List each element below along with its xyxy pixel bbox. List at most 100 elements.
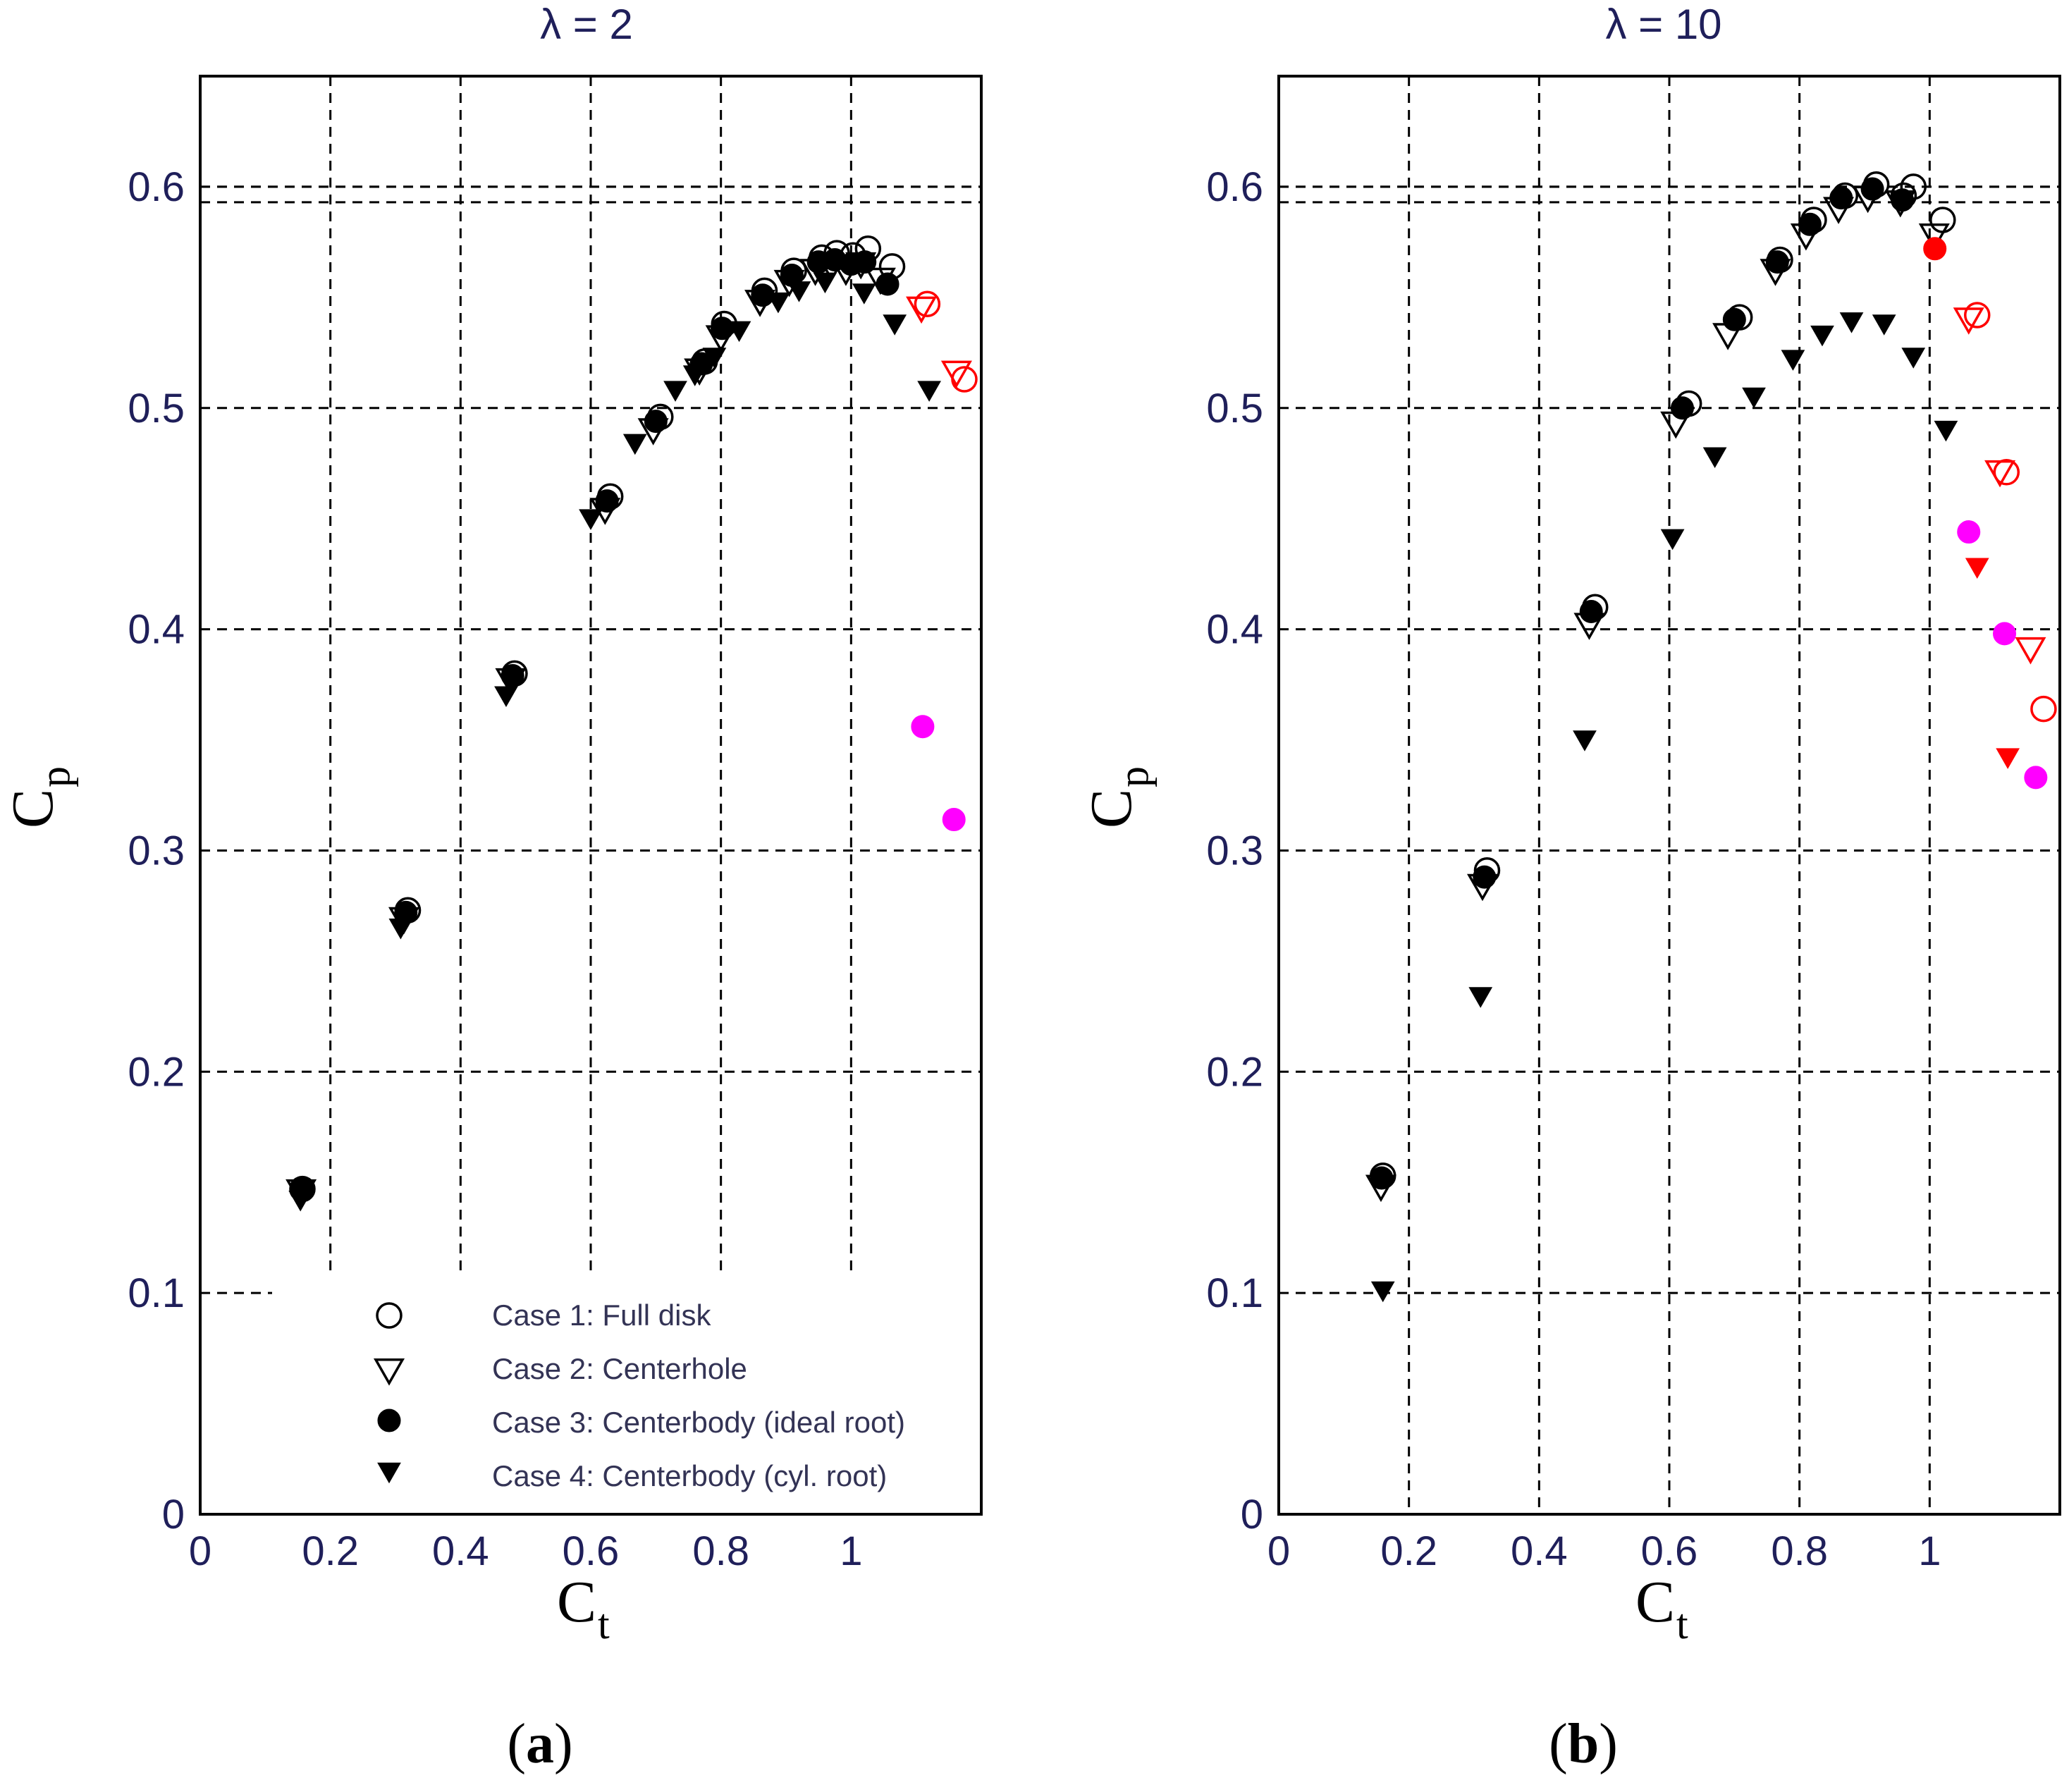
panel-b-data-point <box>1579 600 1603 624</box>
panel-b-label: (b) <box>1549 1713 1618 1775</box>
panel-b-data-point <box>1798 212 1822 236</box>
panel-a-data-point <box>622 434 647 455</box>
panel-a-data-marks <box>286 235 978 1212</box>
panel-a-data-point <box>787 281 811 302</box>
panel-a-y-ticks: 0 0.1 0.2 0.3 0.4 0.5 0.6 <box>128 164 185 1538</box>
panel-a-x-tick-label: 0.8 <box>692 1528 749 1574</box>
panel-a-data-point <box>702 348 727 369</box>
panel-b-data-point <box>1934 420 1958 442</box>
panel-b-series-0 <box>1369 171 1956 1189</box>
panel-a-plot-frame <box>199 75 983 1516</box>
panel-b-series-3 <box>1370 312 1958 1303</box>
panel-a-data-point <box>388 919 413 940</box>
panel-a-grid <box>200 76 981 1294</box>
panel-b-series-1 <box>1365 185 1950 1203</box>
panel-a-series-2 <box>290 247 900 1201</box>
panel-a-label: (a) <box>507 1713 572 1775</box>
panel-b-data-point <box>1984 460 2016 488</box>
panel-a-data-point <box>911 715 935 739</box>
panel-a-legend: Case 1: Full disk Case 2: Centerhole Cas… <box>340 1275 967 1500</box>
legend-label-case-1: Case 1: Full disk <box>492 1299 711 1332</box>
panel-b-data-point <box>1965 558 1989 579</box>
panel-b-x-tick-label: 0 <box>1267 1528 1290 1574</box>
panel-a: λ = 2 0 0.2 0.4 0.6 0.8 1 0 0.1 0.2 0.3 0.4 0.5 0.6… <box>0 1 983 1775</box>
panel-b-data-point <box>1891 188 1915 212</box>
panel-b-data-point <box>1860 177 1884 201</box>
panel-b-y-axis-label-sub: p <box>1110 766 1157 787</box>
panel-b-data-point <box>1810 325 1834 347</box>
panel-a-x-tick-label: 0.2 <box>302 1528 359 1574</box>
legend-background <box>340 1275 967 1500</box>
panel-a-y-axis-label-sub: p <box>32 766 78 787</box>
panel-a-data-point <box>595 489 619 513</box>
legend-marker-case-4 <box>377 1462 401 1484</box>
panel-b-reference-lines <box>1279 185 2060 204</box>
panel-b-data-point <box>1957 520 1981 544</box>
panel-b-data-marks <box>1365 171 2057 1303</box>
panel-a-data-point <box>876 272 900 296</box>
panel-b-y-tick-label: 0.1 <box>1206 1270 1263 1316</box>
panel-b-x-tick-label: 0.2 <box>1380 1528 1437 1574</box>
panel-b-data-point <box>1953 307 1984 335</box>
panel-b-data-point <box>1765 250 1789 274</box>
panel-b-data-point <box>1702 447 1727 469</box>
panel-a-y-tick-label: 0.5 <box>128 386 185 431</box>
panel-b-y-tick-label: 0.4 <box>1206 607 1263 653</box>
panel-b-x-tick-label: 0.6 <box>1641 1528 1698 1574</box>
panel-a-series-0 <box>289 235 906 1203</box>
legend-label-case-2: Case 2: Centerhole <box>492 1352 747 1385</box>
panel-a-x-tick-label: 0 <box>189 1528 211 1574</box>
panel-a-y-axis-label: Cp <box>0 766 78 828</box>
panel-b-plot-frame <box>1277 75 2061 1516</box>
panel-a-x-tick-label: 0.6 <box>563 1528 620 1574</box>
panel-b-x-axis-label-sub: t <box>1676 1601 1688 1647</box>
panel-b-data-point <box>1923 237 1947 261</box>
legend-marker-case-3 <box>377 1409 401 1432</box>
panel-a-data-point <box>883 314 907 336</box>
panel-a-data-point <box>766 292 790 314</box>
panel-a-data-point <box>942 808 966 832</box>
panel-a-data-point <box>288 1191 313 1212</box>
panel-a-series-3 <box>288 272 941 1212</box>
panel-b-data-point <box>1370 1166 1394 1190</box>
panel-b-y-tick-label: 0.2 <box>1206 1049 1263 1095</box>
panel-a-y-axis-label-main: C <box>0 789 66 828</box>
panel-b-series-6 <box>1923 237 1947 261</box>
legend-symbol <box>377 1409 401 1432</box>
panel-b-x-axis-label: Ct <box>1635 1569 1688 1647</box>
legend-symbol <box>373 1358 405 1386</box>
panel-b-x-ticks: 0 0.2 0.4 0.6 0.8 1 <box>1267 1528 1941 1574</box>
panel-b-data-point <box>1670 396 1694 420</box>
panel-b-data-point <box>1573 730 1597 751</box>
legend-marker-case-2 <box>373 1358 405 1386</box>
panel-b-data-point <box>1473 865 1497 889</box>
legend-label-case-4: Case 4: Centerbody (cyl. root) <box>492 1459 887 1492</box>
panel-b-data-point <box>1901 348 1926 369</box>
panel-b-y-axis-label: Cp <box>1079 766 1157 828</box>
panel-b-y-tick-label: 0 <box>1241 1492 1263 1538</box>
panel-b-y-axis-label-main: C <box>1079 789 1144 828</box>
panel-a-title: λ = 2 <box>540 1 633 48</box>
panel-b-y-tick-label: 0.6 <box>1206 164 1263 210</box>
legend-label-case-3: Case 3: Centerbody (ideal root) <box>492 1406 905 1439</box>
panel-b-data-point <box>1996 748 2020 769</box>
panel-a-data-point <box>644 410 668 434</box>
panel-a-x-axis-label: Ct <box>557 1569 610 1647</box>
panel-b-data-point <box>1722 307 1746 331</box>
panel-b-label-letter: b <box>1568 1713 1600 1775</box>
panel-a-x-tick-label: 1 <box>840 1528 862 1574</box>
panel-b-x-axis-label-main: C <box>1635 1569 1675 1635</box>
panel-b-data-point <box>2030 695 2057 723</box>
panel-a-data-point <box>682 365 707 386</box>
panel-a-label-letter: a <box>526 1713 554 1775</box>
panel-b: λ = 10 0 0.2 0.4 0.6 0.8 1 0 0.1 0.2 0.3 0.4 0.5 0.… <box>1079 1 2061 1775</box>
panel-b-data-point <box>1993 622 2017 646</box>
panel-b-data-point <box>1839 312 1864 333</box>
panel-b-x-tick-label: 0.4 <box>1511 1528 1568 1574</box>
panel-b-y-tick-label: 0.5 <box>1206 386 1263 431</box>
panel-b-series-7 <box>1965 558 2020 769</box>
panel-a-data-point <box>663 381 687 402</box>
panel-a-data-point <box>813 272 837 294</box>
panel-a-data-point <box>711 317 735 340</box>
